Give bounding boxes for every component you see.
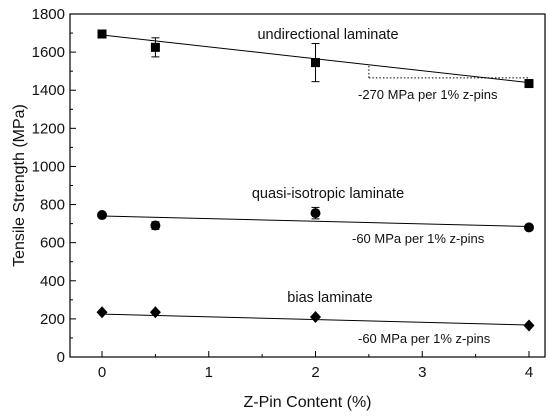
data-point-circle xyxy=(310,208,321,219)
data-point-circle xyxy=(150,220,161,231)
y-tick-label: 200 xyxy=(40,311,65,328)
x-tick-label: 0 xyxy=(98,364,106,381)
y-tick-label: 1400 xyxy=(32,82,65,99)
y-tick-label: 400 xyxy=(40,273,65,290)
y-tick-label: 800 xyxy=(40,197,65,214)
slope-annotation: -60 MPa per 1% z-pins xyxy=(358,331,491,346)
y-tick-label: 1200 xyxy=(32,120,65,137)
x-tick-label: 3 xyxy=(418,364,426,381)
series-label: bias laminate xyxy=(287,290,372,306)
data-marks xyxy=(96,29,535,332)
data-point-square xyxy=(97,29,107,39)
data-point-circle xyxy=(523,222,534,233)
series-label: quasi-isotropic laminate xyxy=(252,186,404,202)
x-tick-label: 4 xyxy=(525,364,533,381)
slope-annotation: -60 MPa per 1% z-pins xyxy=(352,231,485,246)
data-point-diamond xyxy=(523,319,535,332)
data-point-square xyxy=(311,58,321,68)
y-tick-label: 1600 xyxy=(32,44,65,61)
axes xyxy=(69,13,546,358)
x-tick-label: 1 xyxy=(205,364,213,381)
data-point-square xyxy=(524,79,534,89)
y-tick-label: 1000 xyxy=(32,158,65,175)
x-axis-label: Z-Pin Content (%) xyxy=(243,394,371,411)
data-point-diamond xyxy=(96,306,108,319)
data-point-diamond xyxy=(149,306,161,319)
y-axis-label: Tensile Strength (MPa) xyxy=(11,104,28,267)
series-label: undirectional laminate xyxy=(257,27,398,43)
y-tick-label: 0 xyxy=(57,349,65,366)
x-tick-label: 2 xyxy=(311,364,319,381)
data-point-square xyxy=(150,42,160,52)
data-point-circle xyxy=(97,210,108,221)
fit-line xyxy=(102,215,530,227)
chart-labels: 0 200 400 600 800 1000 1200 1400 1600 1800 0 1 2 3 4 Z-… xyxy=(11,6,533,411)
y-tick-label: 1800 xyxy=(32,6,65,23)
y-tick-label: 600 xyxy=(40,235,65,252)
data-point-diamond xyxy=(310,310,322,323)
slope-annotation: -270 MPa per 1% z-pins xyxy=(358,87,498,102)
